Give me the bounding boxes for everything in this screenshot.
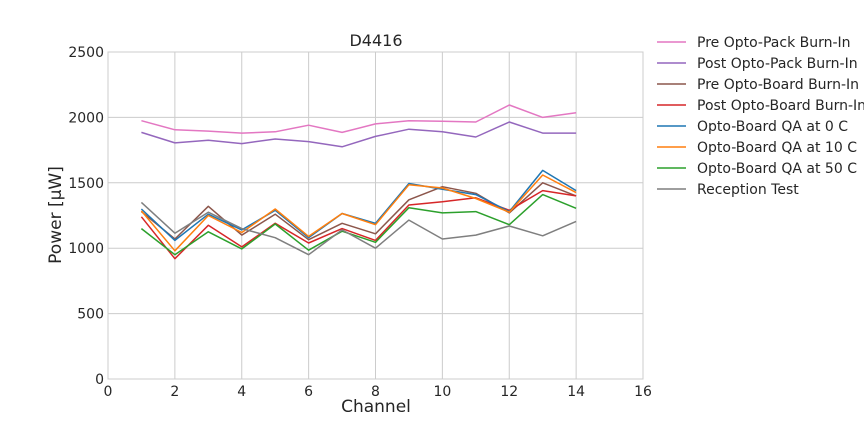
y-tick-label: 1500 [68, 176, 104, 192]
series-line [140, 169, 577, 242]
x-tick-label: 14 [567, 384, 585, 400]
x-tick-labels: 0 2 4 6 8 10 12 14 16 [104, 384, 652, 400]
legend-entry: Opto-Board QA at 50 C [697, 161, 857, 177]
series-line [140, 201, 577, 256]
grid [107, 51, 644, 380]
series-line [141, 121, 577, 148]
x-tick-label: 16 [634, 384, 652, 400]
x-tick-label: 12 [500, 384, 518, 400]
x-tick-label: 4 [237, 384, 246, 400]
legend-entry: Pre Opto-Pack Burn-In [697, 35, 851, 51]
x-tick-label: 2 [170, 384, 179, 400]
y-tick-label: 500 [77, 307, 104, 323]
legend-entry: Opto-Board QA at 10 C [697, 140, 857, 156]
y-tick-labels: 0 500 1000 1500 2000 2500 [68, 45, 104, 388]
series-line [140, 193, 577, 256]
series-lines [140, 104, 577, 260]
y-tick-label: 0 [95, 372, 104, 388]
y-tick-label: 2000 [68, 110, 104, 126]
legend-entry: Post Opto-Board Burn-In [697, 98, 864, 114]
chart-title: D4416 [349, 31, 402, 50]
x-tick-label: 0 [104, 384, 113, 400]
legend-entry: Post Opto-Pack Burn-In [697, 56, 858, 72]
series-line [141, 104, 577, 134]
x-tick-label: 6 [304, 384, 313, 400]
y-tick-label: 1000 [68, 241, 104, 257]
legend-entry: Reception Test [697, 182, 799, 198]
legend-entry: Pre Opto-Board Burn-In [697, 77, 859, 93]
y-tick-label: 2500 [68, 45, 104, 61]
series-line [140, 174, 577, 252]
x-tick-label: 10 [433, 384, 451, 400]
legend: Pre Opto-Pack Burn-In Post Opto-Pack Burn… [657, 35, 864, 198]
legend-entry: Opto-Board QA at 0 C [697, 119, 848, 135]
x-axis-label: Channel [341, 397, 411, 417]
x-tick-label: 8 [371, 384, 380, 400]
y-axis-label: Power [μW] [46, 166, 66, 264]
